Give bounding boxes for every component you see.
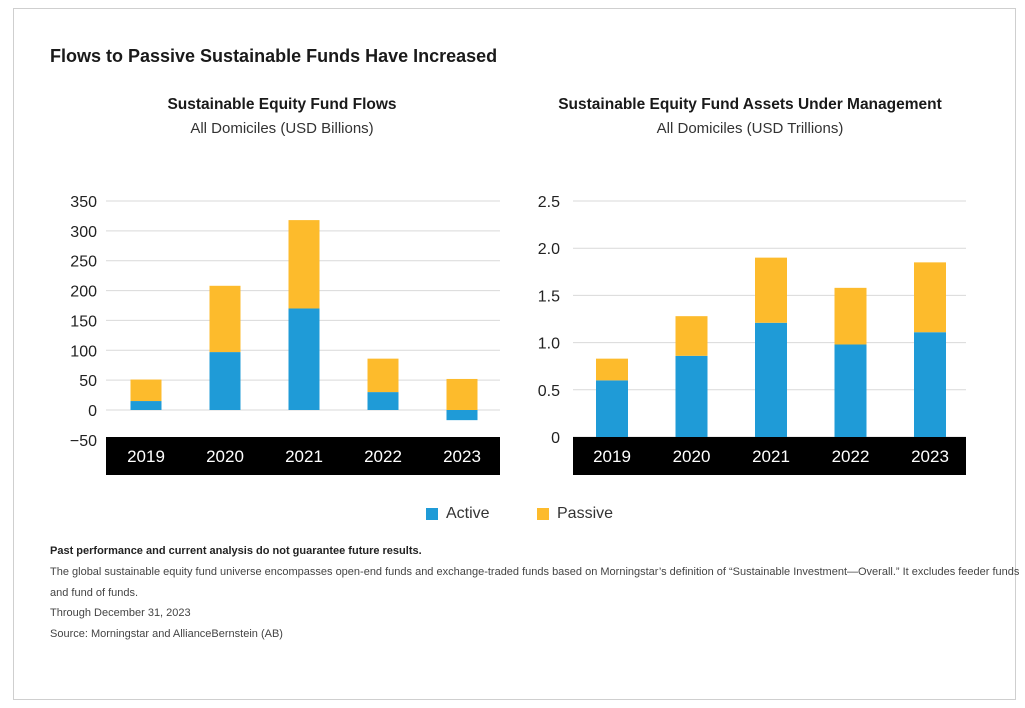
flows-bar-passive-2021 [288,220,320,309]
left-chart-subtitle: All Domiciles (USD Billions) [190,120,374,137]
aum-bar-passive-2019 [596,358,628,381]
aum-y-tick-label: 1.0 [538,336,560,353]
right-chart-title: Sustainable Equity Fund Assets Under Man… [558,96,942,113]
legend-swatch-passive [537,508,549,520]
date-note: Through December 31, 2023 [50,607,191,619]
flows-bar-passive-2019 [130,379,162,402]
aum-x-tick-label: 2022 [832,447,870,466]
legend-label-active: Active [446,505,490,522]
flows-x-tick-label: 2022 [364,447,402,466]
legend-label-passive: Passive [557,505,614,522]
legend-item-passive: Passive [537,505,613,523]
aum-bar-passive-2023 [914,262,946,333]
legend-item-active: Active [426,505,490,523]
aum-bar-passive-2021 [755,257,787,323]
aum-category-band [573,437,966,475]
flows-y-tick-label: 300 [70,224,97,241]
flows-y-tick-label: −50 [70,433,97,450]
flows-bar-passive-2022 [367,358,399,393]
aum-y-tick-label: 0 [551,430,560,447]
flows-y-tick-label: 100 [70,343,97,360]
flows-bar-passive-2023 [446,378,478,410]
flows-x-tick-label: 2021 [285,447,323,466]
right-chart-subtitle: All Domiciles (USD Trillions) [656,120,844,137]
flows-bar-active-2022 [367,392,399,410]
left-chart-title: Sustainable Equity Fund Flows [167,96,397,113]
aum-bar-active-2020 [675,355,708,437]
flows-y-tick-label: 0 [88,403,97,420]
figure-frame [13,8,1016,700]
aum-y-tick-label: 0.5 [538,383,560,400]
aum-y-tick-label: 1.5 [538,288,560,305]
legend-swatch-active [426,508,438,520]
flows-y-tick-label: 200 [70,284,97,301]
universe-note-line1: The global sustainable equity fund unive… [50,566,1020,578]
figure-title: Flows to Passive Sustainable Funds Have … [50,46,498,66]
flows-x-tick-label: 2019 [127,447,165,466]
legend: Active Passive [0,505,1025,527]
aum-y-tick-label: 2.0 [538,241,560,258]
aum-bar-active-2019 [596,380,628,437]
flows-category-band [106,437,500,475]
aum-chart: 2.5 2.0 1.5 1.0 0.5 0 2019 2020 2021 2022 2023 [538,194,966,475]
aum-bar-active-2021 [755,322,787,437]
flows-bar-passive-2020 [209,285,241,353]
flows-bar-active-2023 [446,410,478,421]
flows-x-tick-label: 2023 [443,447,481,466]
aum-y-tick-label: 2.5 [538,194,560,211]
flows-y-tick-label: 250 [70,254,97,271]
flows-bar-active-2020 [209,352,241,410]
aum-bar-active-2023 [914,332,946,437]
disclaimer-note: Past performance and current analysis do… [50,545,422,557]
flows-y-tick-label: 350 [70,194,97,211]
flows-chart: 350 300 250 200 150 100 50 0 −50 2019 2020 2021 2022… [70,194,500,475]
aum-bar-active-2022 [834,344,867,437]
universe-note-line2: and fund of funds. [50,587,139,599]
flows-y-tick-label: 50 [79,373,97,390]
aum-bar-passive-2022 [834,287,867,345]
flows-x-tick-label: 2020 [206,447,244,466]
source-note: Source: Morningstar and AllianceBernstei… [50,628,283,640]
aum-x-tick-label: 2021 [752,447,790,466]
aum-x-tick-label: 2019 [593,447,631,466]
aum-x-tick-label: 2023 [911,447,949,466]
flows-bar-active-2019 [130,401,162,410]
aum-bar-passive-2020 [675,316,708,356]
flows-y-tick-label: 150 [70,313,97,330]
aum-x-tick-label: 2020 [673,447,711,466]
flows-bar-active-2021 [288,308,320,410]
